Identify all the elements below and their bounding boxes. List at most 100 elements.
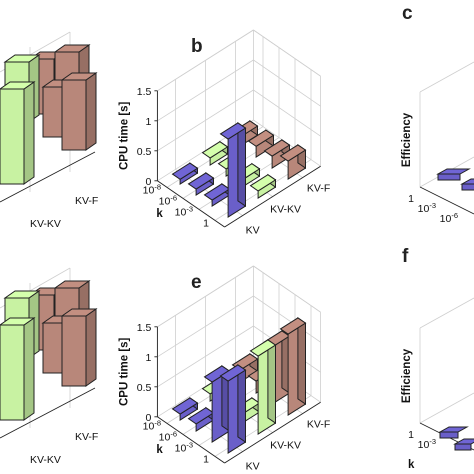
- wall-edge: [253, 265, 321, 313]
- y-axis-title: k: [156, 444, 163, 456]
- bar-KV-k0: [219, 121, 247, 219]
- bar-front-face: [439, 431, 459, 439]
- floor-edge: [419, 392, 474, 424]
- bar-side-face: [85, 72, 97, 151]
- bar-top-face: [203, 183, 231, 201]
- z-gridline-side: [253, 295, 321, 343]
- bar-KV-k0: [219, 363, 247, 455]
- bar-KV-F-k0: [279, 143, 307, 181]
- x-tick-label: KV-F: [307, 183, 330, 195]
- bar-side-face: [23, 317, 35, 421]
- bar-top-face: [219, 122, 247, 140]
- bar-top-face: [460, 178, 474, 185]
- bar-KV-partial: [460, 178, 474, 191]
- z-axis-title: CPU time [s]: [118, 101, 130, 170]
- bar-top-face: [60, 308, 98, 317]
- bar-top-face: [171, 397, 199, 415]
- z-gridline-side: [253, 59, 321, 107]
- bar-side-face: [85, 308, 97, 387]
- bar-front-face: [437, 173, 461, 181]
- bar-front-face: [461, 183, 474, 191]
- y-axis-line: [419, 186, 474, 215]
- bar-front-face: [0, 324, 25, 421]
- panel-letter: b: [191, 36, 203, 57]
- y-tick-label: 10-6: [440, 211, 458, 225]
- bar-top-face: [219, 364, 247, 382]
- y-tick-label: 1: [203, 453, 209, 465]
- x-axis-line: [0, 151, 96, 203]
- z-tick-label: 1: [146, 352, 152, 364]
- bar-KV-k3: [171, 396, 199, 422]
- panel-letter: c: [402, 3, 413, 24]
- y-tick-label: 10-6: [159, 429, 177, 443]
- y-tick-label: 10-3: [418, 437, 436, 451]
- bar-top-face: [249, 174, 277, 192]
- bar-top-face: [0, 317, 36, 326]
- wall-edge: [419, 297, 474, 329]
- z-tick-label: 1.5: [137, 86, 152, 98]
- x-tick-label-kv-f: KV-F: [75, 431, 98, 443]
- panel-f-partial-chart: f Efficiency 1 10-3k: [401, 246, 474, 471]
- x-axis-line: [224, 165, 321, 228]
- bar-top-face: [171, 162, 199, 180]
- bar-top-face: [247, 129, 275, 147]
- y-tick-label: 10-8: [143, 418, 161, 432]
- wall-edge: [419, 61, 474, 93]
- panel-letter: e: [191, 272, 202, 293]
- y-axis-title: k: [156, 208, 163, 220]
- bar-front-face: [454, 443, 472, 451]
- bar-side-face: [23, 81, 35, 185]
- bar-KV-F-front: [60, 72, 98, 151]
- bar-top-face: [279, 144, 307, 162]
- x-tick-label: KV-F: [307, 419, 330, 431]
- bar-top-face: [249, 339, 277, 357]
- bar-KV-k1: [203, 182, 231, 208]
- panel-e-chart: e 0 0.5 1 1.5 CPU time [s] 1 10-310-610-8 k KV KV-…: [118, 265, 330, 473]
- y-axis-line: [157, 180, 225, 228]
- bar-top-face: [201, 141, 229, 159]
- y-tick-label: 10-3: [418, 201, 436, 215]
- x-tick-label: KV-KV: [270, 204, 301, 216]
- bar-front-face: [61, 315, 87, 387]
- x-tick-label: KV: [246, 461, 260, 473]
- bar-top-face: [438, 426, 469, 433]
- y-tick-label: 10-3: [175, 440, 193, 454]
- bar-front-face: [0, 88, 25, 185]
- wall-edge: [157, 265, 254, 328]
- bar-top-face: [53, 44, 91, 53]
- bar-top-face: [453, 438, 474, 445]
- x-tick-label-kv-kv: KV-KV: [30, 218, 61, 230]
- bar-KV-k2: [187, 171, 215, 197]
- y-tick-label: 10-6: [159, 193, 177, 207]
- bar-front-face: [61, 79, 87, 151]
- z-tick-label: 1.5: [137, 322, 152, 334]
- bar-top-face: [60, 72, 98, 81]
- x-tick-label: KV-KV: [270, 440, 301, 452]
- bar-top-face: [0, 81, 36, 90]
- bar-KV-partial: [436, 168, 471, 181]
- z-tick-label: 1: [146, 116, 152, 128]
- bar-top-face: [279, 317, 307, 335]
- bar-KV-KV-k0: [249, 338, 277, 436]
- panel-letter: f: [402, 246, 409, 267]
- z-axis-title: Efficiency: [401, 348, 413, 403]
- z-tick-label: 0: [146, 412, 152, 424]
- bar-top-face: [3, 290, 41, 299]
- bar-top-face: [187, 172, 215, 190]
- bar-top-face: [436, 168, 471, 175]
- bar-KV-F-front: [60, 308, 98, 387]
- bar-side-face: [267, 338, 276, 425]
- bar-side-face: [297, 316, 306, 406]
- y-tick-label: 10-8: [143, 182, 161, 196]
- z-tick-label: 0: [146, 176, 152, 188]
- bar-top-face: [53, 280, 91, 289]
- z-gridline-side: [253, 89, 321, 137]
- wall-edge: [253, 29, 321, 77]
- panel-c-partial-chart: c Efficiency 1 10-3 10-6: [401, 3, 474, 225]
- x-axis-line: [224, 401, 321, 464]
- bar-KV-F-k2: [247, 129, 275, 159]
- y-tick-label: 1: [408, 429, 414, 441]
- z-axis-title: CPU time [s]: [118, 337, 130, 406]
- x-tick-label-kv-f: KV-F: [75, 195, 98, 207]
